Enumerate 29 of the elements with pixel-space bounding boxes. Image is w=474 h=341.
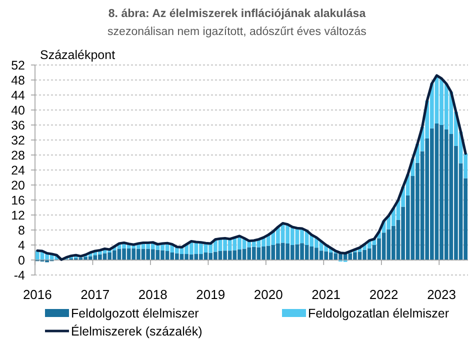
y-tick-label: 12 (11, 208, 26, 222)
y-tick-label: 44 (11, 88, 26, 102)
x-tick-label: 2018 (138, 287, 168, 302)
x-tick-label: 2022 (369, 287, 398, 302)
chart-title: 8. ábra: Az élelmiszerek inflációjának alakulása (108, 8, 366, 20)
x-tick-label: 2019 (196, 287, 226, 302)
y-tick-label: 8 (18, 223, 26, 238)
y-tick-label: 20 (11, 178, 26, 192)
y-tick-label: 40 (11, 103, 26, 118)
legend-label: Élelmiszerek (százalék) (71, 324, 202, 338)
x-tick-label: 2020 (254, 287, 283, 302)
y-tick-label: 32 (11, 133, 26, 148)
y-tick-label: 52 (11, 58, 26, 72)
x-tick-label: 2016 (22, 287, 52, 302)
legend-label: Feldolgozott élelmiszer (71, 306, 199, 320)
chart-subtitle: szezonálisan nem igazított, adószűrt éves változás (108, 26, 367, 38)
x-tick-label: 2023 (427, 287, 456, 302)
y-tick-label: 36 (11, 118, 26, 132)
x-tick-label: 2017 (80, 287, 110, 302)
x-tick-label: 2021 (312, 287, 341, 302)
y-tick-label: 16 (11, 193, 26, 208)
y-tick-label: -4 (14, 268, 26, 282)
y-tick-label: 28 (11, 148, 26, 162)
y-tick-label: 48 (11, 73, 26, 88)
legend-label: Feldolgozatlan élelmiszer (308, 306, 450, 320)
y-tick-label: 0 (18, 253, 26, 268)
y-axis-title: Százalékpont (40, 48, 116, 62)
y-tick-label: 4 (18, 238, 26, 252)
y-tick-label: 24 (11, 163, 26, 178)
